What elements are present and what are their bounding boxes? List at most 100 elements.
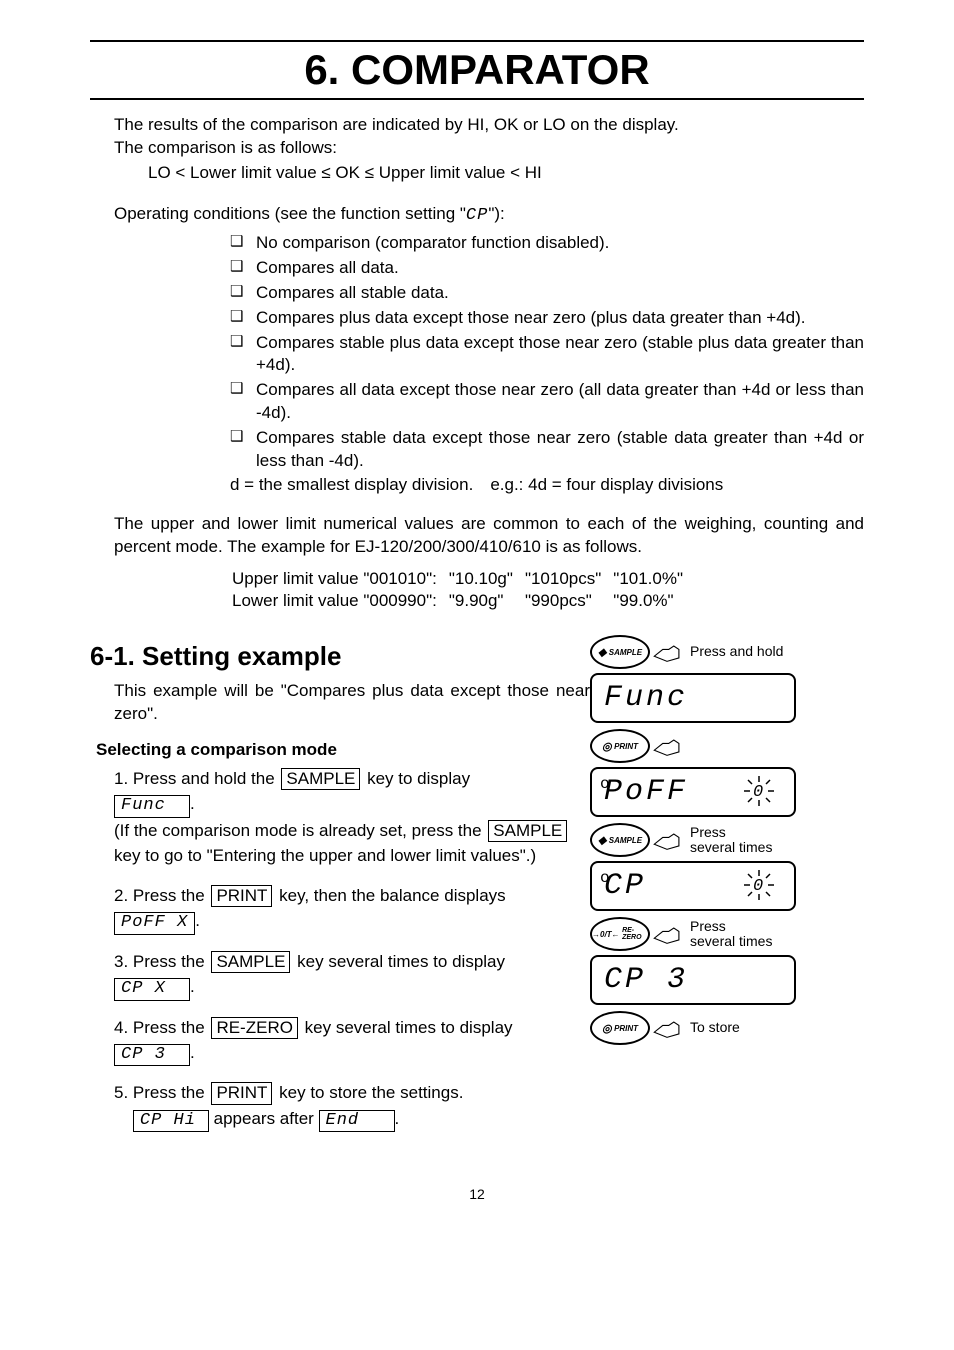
steps: 1. Press and hold the SAMPLE key to disp…: [114, 766, 590, 1132]
step-1: 1. Press and hold the SAMPLE key to disp…: [114, 766, 590, 869]
hand-icon: [650, 826, 684, 854]
upper-label: Upper limit value "001010":: [232, 569, 447, 589]
bullet-icon: ❑: [230, 257, 256, 280]
section-intro: This example will be "Compares plus data…: [114, 680, 590, 726]
display-end: End: [319, 1110, 395, 1132]
bullet-icon: ❑: [230, 332, 256, 378]
display-cp: CP X: [114, 978, 190, 1000]
lcd-cp: o CP 0: [590, 861, 796, 911]
display-cp3: CP 3: [114, 1044, 190, 1066]
sample-key-icon: ⬥ SAMPLE: [590, 635, 650, 669]
text: key several times to display: [292, 952, 505, 971]
hand-icon: [650, 920, 684, 948]
print-key: PRINT: [211, 885, 272, 907]
print-key-icon: ◎ PRINT: [590, 729, 650, 763]
bullet-text: Compares all data.: [256, 257, 399, 280]
text: 2. Press the: [114, 886, 209, 905]
svg-text:0: 0: [753, 783, 766, 802]
key-label: PRINT: [614, 742, 638, 751]
press-several-label: Pressseveral times: [690, 919, 772, 950]
bullet-text: Compares stable data except those near z…: [256, 427, 864, 473]
sample-key: SAMPLE: [488, 820, 567, 842]
upper-pct: "101.0%": [613, 569, 693, 589]
bullet-list: ❑No comparison (comparator function disa…: [230, 232, 864, 473]
bullet-text: No comparison (comparator function disab…: [256, 232, 609, 255]
text: 1. Press and hold the: [114, 769, 279, 788]
print-key: PRINT: [211, 1082, 272, 1104]
bullet-icon: ❑: [230, 307, 256, 330]
rule-top: [90, 40, 864, 42]
d-note: d = the smallest display division. e.g.:…: [230, 475, 864, 495]
text: key to go to "Entering the upper and low…: [114, 846, 536, 865]
intro-line1: The results of the comparison are indica…: [114, 114, 864, 137]
text: 4. Press the: [114, 1018, 209, 1037]
step-4: 4. Press the RE-ZERO key several times t…: [114, 1015, 590, 1067]
hand-icon: [650, 1014, 684, 1042]
rezero-sym: →0/T←: [592, 930, 620, 939]
bullet-text: Compares plus data except those near zer…: [256, 307, 806, 330]
bullet-text: Compares stable plus data except those n…: [256, 332, 864, 378]
lcd-text: PoFF: [604, 775, 688, 809]
key-label: PRINT: [614, 1024, 638, 1033]
subhead: Selecting a comparison mode: [96, 740, 590, 760]
blink-icon: 0: [742, 868, 776, 902]
bullet-text: Compares all data except those near zero…: [256, 379, 864, 425]
step-5: 5. Press the PRINT key to store the sett…: [114, 1080, 590, 1132]
text: appears after: [209, 1109, 319, 1128]
intro-line2: The comparison is as follows:: [114, 137, 864, 160]
opcond-prefix: Operating conditions (see the function s…: [114, 204, 466, 223]
diagram-column: ⬥ SAMPLE Press and hold Func ◎ PRINT o P…: [590, 635, 850, 1146]
intro-formula: LO < Lower limit value ≤ OK ≤ Upper limi…: [148, 162, 864, 185]
chapter-title: 6. COMPARATOR: [90, 46, 864, 94]
bullet-icon: ❑: [230, 427, 256, 473]
display-func: Func: [114, 795, 190, 817]
lower-label: Lower limit value "000990":: [232, 591, 447, 611]
text: key to display: [362, 769, 470, 788]
lcd-text: CP 3: [604, 963, 688, 997]
operating-conditions: Operating conditions (see the function s…: [114, 203, 864, 228]
lcd-text: Func: [604, 681, 688, 715]
key-label: SAMPLE: [609, 648, 642, 657]
stable-dot: o: [600, 869, 610, 887]
display-poff: PoFF X: [114, 912, 195, 934]
step-2: 2. Press the PRINT key, then the balance…: [114, 883, 590, 935]
rezero-key: RE-ZERO: [211, 1017, 298, 1039]
blink-icon: 0: [742, 774, 776, 808]
lcd-poff: o PoFF 0: [590, 767, 796, 817]
upper-g: "10.10g": [449, 569, 523, 589]
lower-pct: "99.0%": [613, 591, 693, 611]
key-label: RE-ZERO: [622, 927, 648, 941]
hand-icon: [650, 732, 684, 760]
stable-dot: o: [600, 775, 610, 793]
bullet-icon: ❑: [230, 232, 256, 255]
upper-pcs: "1010pcs": [525, 569, 611, 589]
sample-key: SAMPLE: [211, 951, 290, 973]
section-heading: 6-1. Setting example: [90, 641, 590, 672]
lcd-cp3: CP 3: [590, 955, 796, 1005]
bullet-icon: ❑: [230, 379, 256, 425]
text: key to store the settings.: [274, 1083, 463, 1102]
svg-text:0: 0: [753, 877, 766, 896]
press-several-label: Pressseveral times: [690, 825, 772, 856]
rezero-key-icon: →0/T← RE-ZERO: [590, 917, 650, 951]
text: key several times to display: [300, 1018, 513, 1037]
step-3: 3. Press the SAMPLE key several times to…: [114, 949, 590, 1001]
key-label: SAMPLE: [609, 836, 642, 845]
text: key, then the balance displays: [274, 886, 505, 905]
lower-g: "9.90g": [449, 591, 523, 611]
page-number: 12: [90, 1186, 864, 1202]
press-hold-label: Press and hold: [690, 644, 783, 659]
text: (If the comparison mode is already set, …: [114, 821, 486, 840]
lower-pcs: "990pcs": [525, 591, 611, 611]
opcond-code: CP: [466, 206, 488, 225]
limits-intro: The upper and lower limit numerical valu…: [114, 513, 864, 559]
limits-block: Upper limit value "001010": "10.10g" "10…: [230, 567, 864, 613]
sample-key: SAMPLE: [281, 768, 360, 790]
text: 3. Press the: [114, 952, 209, 971]
text: 5. Press the: [114, 1083, 209, 1102]
opcond-suffix: "):: [488, 204, 504, 223]
display-cphi: CP Hi: [133, 1110, 209, 1132]
print-key-icon: ◎ PRINT: [590, 1011, 650, 1045]
bullet-icon: ❑: [230, 282, 256, 305]
rule-under-title: [90, 98, 864, 100]
